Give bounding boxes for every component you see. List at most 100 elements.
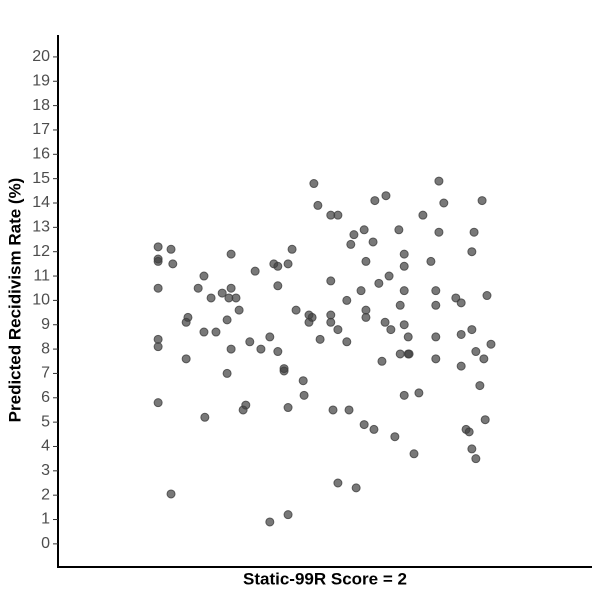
point xyxy=(359,420,369,430)
y-tick-label: 19 xyxy=(32,72,50,89)
point xyxy=(326,310,336,320)
point xyxy=(359,225,369,235)
y-tick-label: 2 xyxy=(41,486,50,503)
point xyxy=(380,317,390,327)
point xyxy=(287,244,297,254)
point xyxy=(480,415,490,425)
y-tick-label: 0 xyxy=(41,535,50,552)
y-tick-label: 14 xyxy=(32,194,50,211)
point xyxy=(426,256,436,266)
point xyxy=(349,230,359,240)
point xyxy=(181,354,191,364)
point xyxy=(342,295,352,305)
y-tick-label: 13 xyxy=(32,219,50,236)
point xyxy=(168,259,178,269)
point xyxy=(431,286,441,296)
point xyxy=(456,361,466,371)
point xyxy=(313,200,323,210)
point xyxy=(153,283,163,293)
point xyxy=(351,483,361,493)
y-tick-label: 17 xyxy=(32,121,50,138)
point xyxy=(399,261,409,271)
point xyxy=(273,261,283,271)
point xyxy=(153,398,163,408)
point xyxy=(377,356,387,366)
point xyxy=(245,337,255,347)
point xyxy=(206,293,216,303)
point xyxy=(217,288,227,298)
point xyxy=(431,332,441,342)
point xyxy=(399,286,409,296)
point xyxy=(482,291,492,301)
point xyxy=(166,244,176,254)
point xyxy=(291,305,301,315)
point xyxy=(222,315,232,325)
point xyxy=(361,312,371,322)
y-tick-label: 7 xyxy=(41,365,50,382)
point xyxy=(486,339,496,349)
y-axis-label: Predicted Recidivism Rate (%) xyxy=(5,178,24,423)
y-tick-label: 8 xyxy=(41,340,50,357)
point xyxy=(370,196,380,206)
point xyxy=(166,489,176,499)
point xyxy=(265,517,275,527)
point xyxy=(326,276,336,286)
y-tick-label: 10 xyxy=(32,292,50,309)
point xyxy=(403,332,413,342)
point xyxy=(153,342,163,352)
point xyxy=(467,247,477,257)
point xyxy=(265,332,275,342)
point xyxy=(226,344,236,354)
point xyxy=(467,444,477,454)
y-tick-label: 3 xyxy=(41,462,50,479)
y-tick-label: 5 xyxy=(41,413,50,430)
y-tick-label: 15 xyxy=(32,170,50,187)
y-tick-label: 11 xyxy=(33,267,50,284)
point xyxy=(283,510,293,520)
point xyxy=(361,256,371,266)
y-tick-label: 4 xyxy=(41,438,50,455)
point xyxy=(199,271,209,281)
point xyxy=(342,337,352,347)
point xyxy=(193,283,203,293)
point xyxy=(326,317,336,327)
point xyxy=(333,478,343,488)
y-tick-label: 1 xyxy=(41,511,50,528)
point xyxy=(471,454,481,464)
point xyxy=(399,390,409,400)
y-tick-label: 20 xyxy=(32,48,50,65)
point xyxy=(395,349,405,359)
y-tick-label: 12 xyxy=(32,243,50,260)
point xyxy=(283,403,293,413)
point xyxy=(241,400,251,410)
point xyxy=(479,354,489,364)
point xyxy=(475,381,485,391)
point xyxy=(399,249,409,259)
point xyxy=(418,210,428,220)
point xyxy=(394,225,404,235)
point xyxy=(409,449,419,459)
point xyxy=(368,237,378,247)
point xyxy=(434,176,444,186)
point xyxy=(307,312,317,322)
point xyxy=(309,179,319,189)
point xyxy=(299,390,309,400)
point xyxy=(283,259,293,269)
point xyxy=(279,366,289,376)
point xyxy=(456,329,466,339)
point xyxy=(439,198,449,208)
point xyxy=(226,249,236,259)
point xyxy=(222,368,232,378)
point xyxy=(250,266,260,276)
point xyxy=(273,281,283,291)
point xyxy=(273,347,283,357)
point xyxy=(200,412,210,422)
point xyxy=(256,344,266,354)
point xyxy=(333,210,343,220)
point xyxy=(434,227,444,237)
y-tick-label: 9 xyxy=(41,316,50,333)
point xyxy=(390,432,400,442)
point xyxy=(199,327,209,337)
point xyxy=(384,271,394,281)
